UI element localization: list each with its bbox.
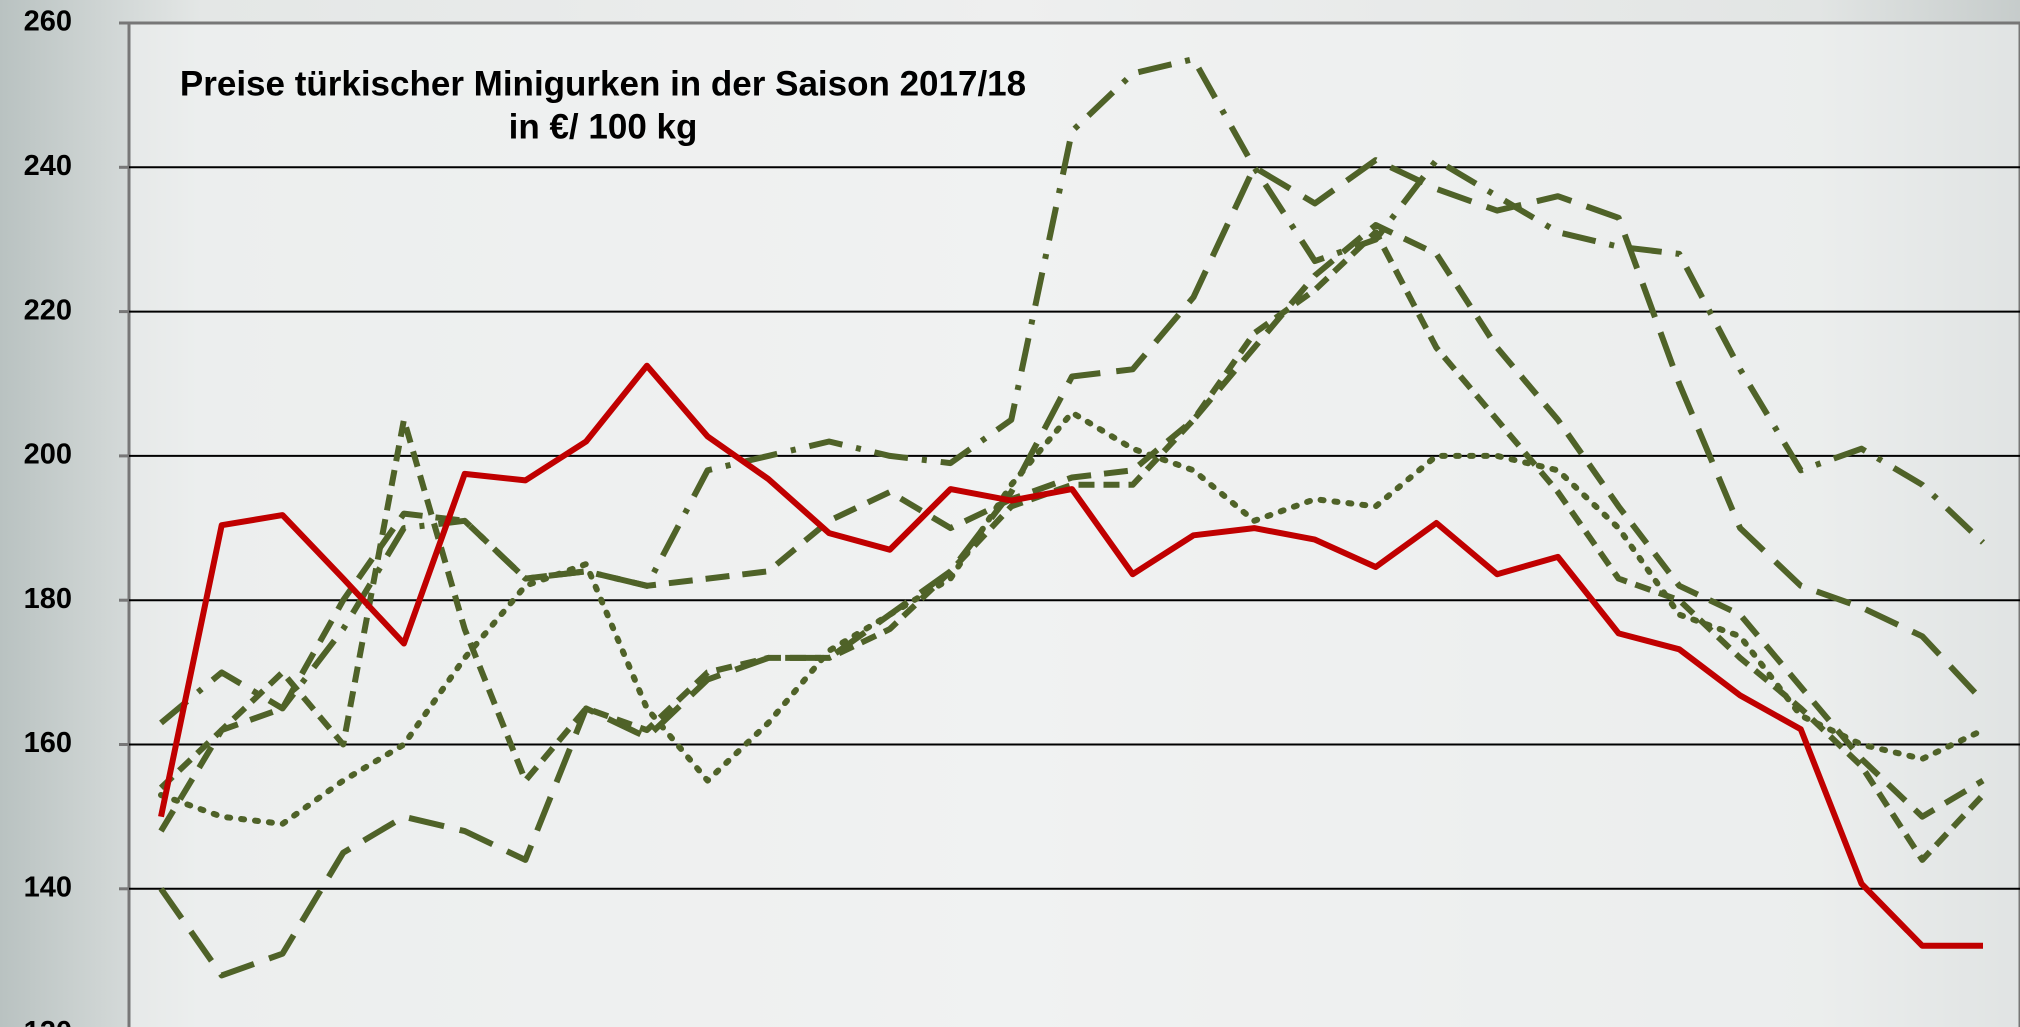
- series-line: [158, 229, 1986, 863]
- y-tick-label: 180: [24, 583, 72, 615]
- series-line: [158, 409, 1986, 827]
- plot-area: [127, 21, 2020, 1027]
- y-tick-label: 260: [24, 6, 72, 38]
- y-tick-label: 200: [24, 439, 72, 471]
- y-tick-label: 120: [24, 1016, 72, 1027]
- y-tick-label: 240: [24, 150, 72, 182]
- series-line: [158, 222, 1985, 833]
- y-tick-label: 220: [24, 294, 72, 326]
- series-line: [158, 157, 1986, 979]
- series-line: [158, 362, 1983, 949]
- chart-title: Preise türkischer Minigurken in der Sais…: [180, 64, 1026, 103]
- chart-subtitle: in €/ 100 kg: [509, 107, 698, 146]
- y-tick-label: 160: [24, 727, 72, 759]
- series-line: [159, 56, 1986, 726]
- y-tick-label: 140: [24, 871, 72, 903]
